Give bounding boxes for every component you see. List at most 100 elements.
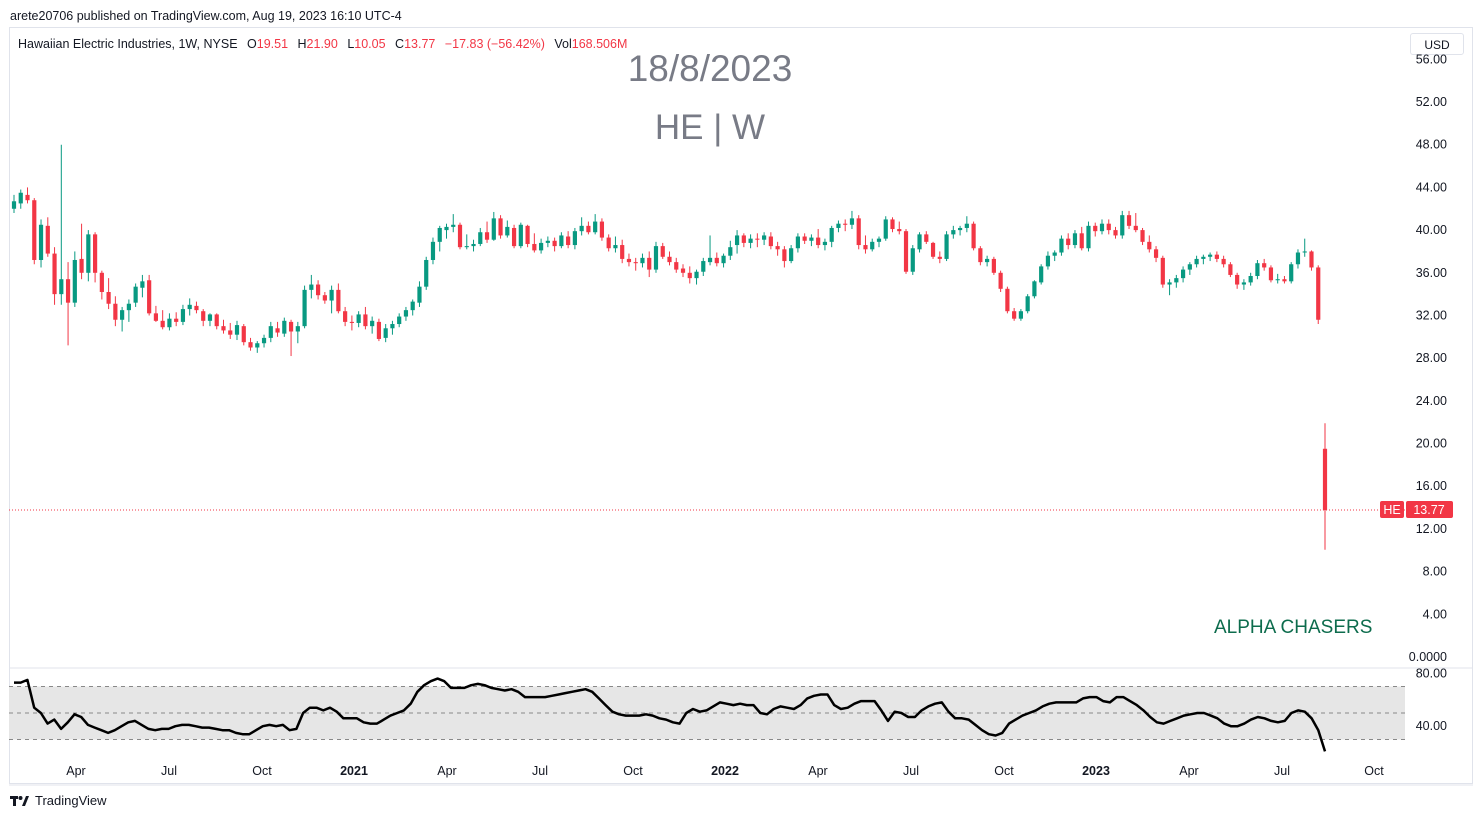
candle-body (606, 237, 611, 249)
candle-body (1113, 230, 1118, 236)
candle-body (99, 272, 104, 293)
candle (329, 285, 334, 314)
candle (241, 324, 246, 346)
candle-body (1208, 254, 1213, 257)
candle-body (620, 245, 625, 259)
candle-body (748, 238, 753, 243)
candle-body (586, 225, 591, 233)
candle (1012, 308, 1017, 321)
candle-body (180, 309, 186, 322)
tradingview-logo-icon (10, 795, 29, 806)
candle-body (65, 279, 71, 303)
candle-body (721, 255, 726, 264)
candle (1160, 255, 1165, 288)
candle-body (1167, 282, 1172, 285)
legend-vol-label: Vol (554, 37, 572, 51)
footer-brand[interactable]: TradingView (35, 793, 107, 808)
candle-body (133, 286, 138, 303)
candle-body (336, 289, 341, 312)
candle-body (295, 326, 300, 332)
candle (951, 225, 956, 239)
candle (1032, 280, 1037, 299)
candle-body (1201, 256, 1206, 259)
candle (579, 217, 584, 236)
time-tick-label: Oct (994, 764, 1014, 778)
candle (18, 189, 23, 209)
candle (1093, 222, 1098, 237)
candle (1140, 227, 1145, 246)
price-tick-label: 24.00 (1416, 394, 1447, 408)
rsi-tick-label: 40.00 (1416, 719, 1447, 733)
candle (336, 283, 341, 314)
candle-body (897, 229, 902, 232)
candle-body (795, 236, 800, 249)
candle (843, 219, 848, 232)
candle (998, 270, 1003, 293)
candle (863, 235, 868, 254)
candle-body (1302, 251, 1307, 253)
candle (1099, 219, 1105, 235)
candle-body (113, 303, 118, 320)
candle (255, 341, 260, 353)
candle (633, 257, 638, 271)
currency-button[interactable]: USD (1410, 33, 1464, 55)
candle-body (687, 272, 692, 279)
candle (1045, 251, 1051, 270)
candle-body (816, 237, 821, 246)
candle (376, 318, 382, 342)
time-tick-label: Jul (532, 764, 548, 778)
candle (613, 236, 618, 253)
candle (1289, 262, 1294, 284)
candle-body (768, 236, 773, 247)
candle-body (998, 272, 1003, 289)
candle (714, 252, 719, 267)
candle (1133, 213, 1138, 233)
time-tick-label: Apr (437, 764, 456, 778)
candle-body (153, 313, 159, 321)
candle-body (45, 225, 50, 254)
legend-symbol[interactable]: Hawaiian Electric Industries, 1W, NYSE (18, 37, 238, 51)
candle (1241, 279, 1247, 290)
candle-body (910, 248, 915, 272)
candle-body (275, 328, 280, 333)
candle-body (126, 303, 131, 311)
candle (1126, 210, 1132, 230)
candle-body (207, 314, 213, 321)
candle-body (59, 279, 64, 295)
candle-body (1045, 255, 1051, 267)
price-tick-label: 20.00 (1416, 437, 1447, 451)
time-tick-label: 2023 (1082, 764, 1110, 778)
candle-body (187, 304, 192, 310)
candle (620, 239, 625, 264)
candle (11, 194, 17, 214)
candle (194, 301, 199, 314)
candle (1194, 255, 1199, 268)
candle (478, 227, 483, 247)
candle (748, 234, 753, 249)
candle-body (1086, 225, 1091, 249)
candle (640, 253, 645, 268)
candle-body (755, 238, 760, 240)
candle (741, 233, 746, 248)
candle-body (11, 201, 17, 209)
candle (322, 292, 327, 304)
candle (417, 281, 422, 307)
price-axis: 56.00 52.00 48.00 44.00 40.00 36.00 32.00 28.00… (1409, 52, 1447, 664)
candle-body (552, 240, 557, 247)
candles (11, 144, 1328, 550)
candle (92, 232, 98, 283)
candle-body (282, 320, 287, 334)
candle (1072, 230, 1078, 249)
candle (147, 274, 152, 316)
candle (653, 241, 659, 273)
candle (113, 296, 118, 327)
candle (593, 214, 598, 235)
candle-body (633, 262, 638, 264)
candle (728, 240, 733, 260)
candle (1275, 273, 1280, 284)
candle-body (566, 236, 571, 246)
candle (599, 218, 605, 241)
candle-body (1221, 258, 1226, 265)
candle (1086, 221, 1091, 252)
